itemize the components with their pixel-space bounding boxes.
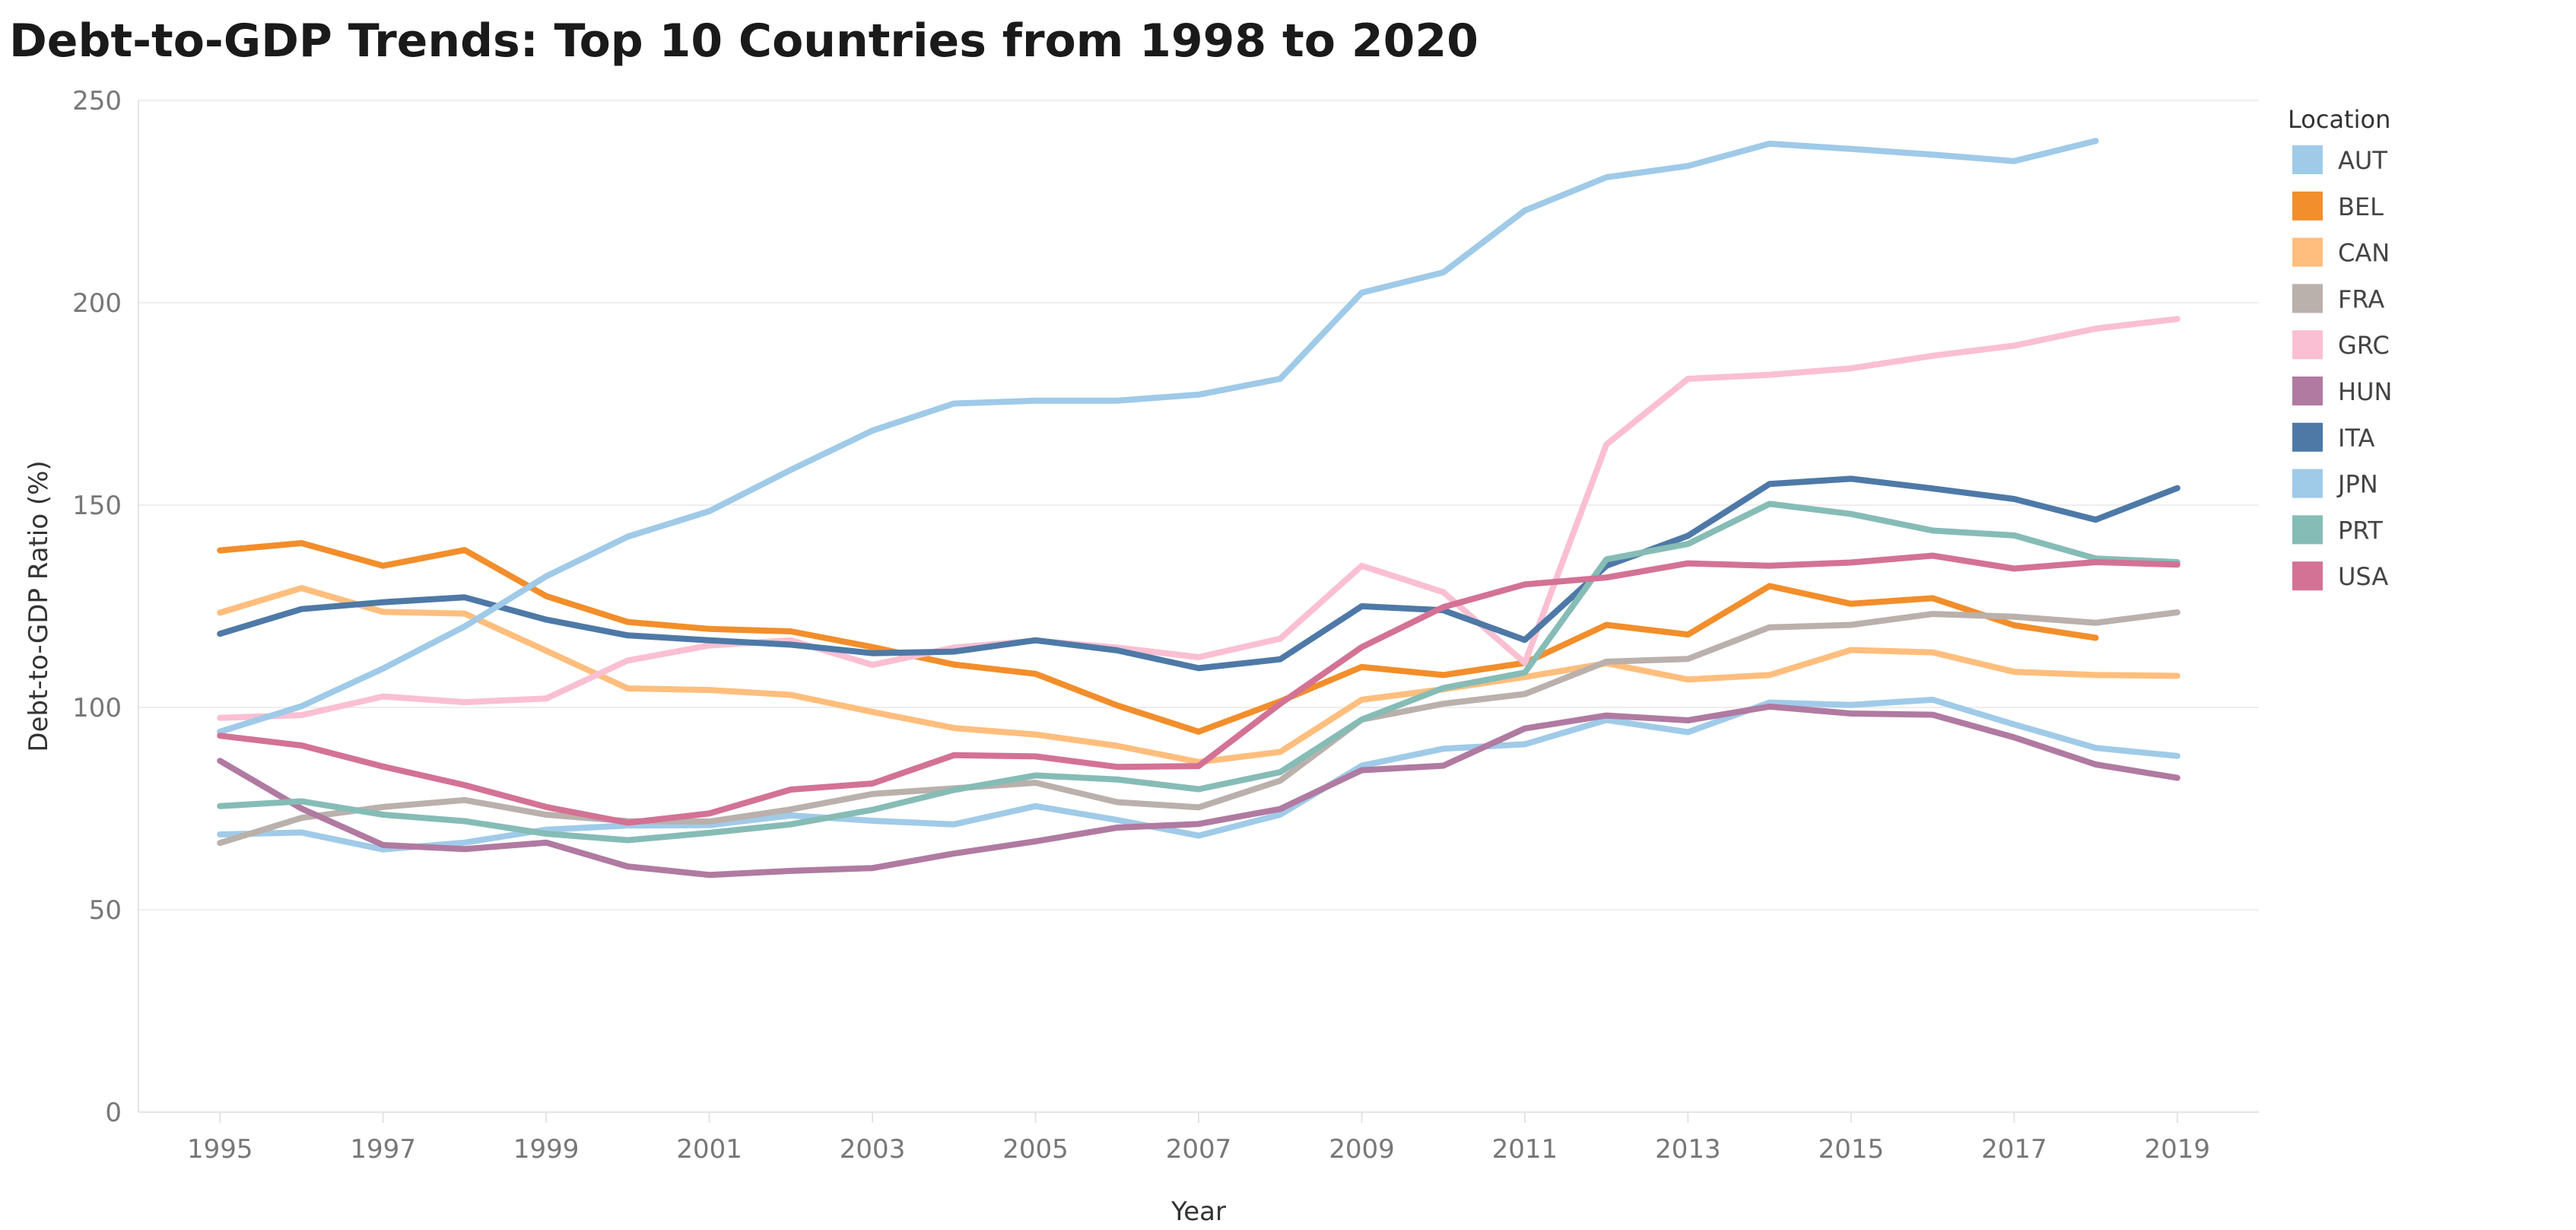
y-tick-label: 150 [72,491,122,521]
y-tick-label: 250 [72,86,122,116]
x-tick-label: 2011 [1492,1134,1558,1165]
y-axis-ticks: 0 50 100 150 200 250 [72,86,122,1128]
y-tick-label: 0 [105,1098,122,1128]
legend-item-can[interactable]: CAN [2292,237,2390,268]
legend-label: AUT [2338,146,2387,175]
legend-item-aut[interactable]: AUT [2292,145,2387,175]
y-tick-label: 50 [89,895,122,926]
series-line-bel [217,540,2099,735]
series-line-prt [217,501,2181,844]
series-line-ita [217,475,2181,672]
legend-label: USA [2338,562,2388,591]
legend-swatch [2292,145,2323,174]
legend-swatch [2292,469,2323,498]
plot-area [217,138,2181,879]
series-line-aut [217,696,2181,853]
x-axis-ticks: 1995 1997 1999 2001 2003 2005 2007 2009 2011 2013… [187,1112,2210,1165]
legend-swatch [2292,377,2323,405]
legend-swatch [2292,237,2323,267]
legend-label: ITA [2338,424,2375,453]
x-tick-label: 2015 [1818,1134,1885,1165]
y-tick-label: 200 [72,288,122,319]
series-line-usa [217,552,2181,826]
series-line-jpn [217,138,2099,735]
legend-item-jpn[interactable]: JPN [2292,469,2378,499]
x-tick-label: 1997 [350,1134,416,1165]
legend-label: CAN [2338,239,2390,268]
axes [138,100,2259,1113]
legend-item-grc[interactable]: GRC [2292,330,2390,360]
series-line-fra [217,609,2181,847]
legend-swatch [2292,284,2323,313]
legend-label: PRT [2338,516,2383,545]
legend-label: GRC [2338,331,2390,360]
x-tick-label: 2005 [1002,1134,1069,1165]
y-axis-title: Debt-to-GDP Ratio (%) [24,460,54,752]
legend-items: AUT BEL CAN FRA GRC HUN ITA JPN PRT USA [2292,145,2392,591]
x-tick-label: 2013 [1655,1134,1721,1165]
gridlines [138,100,2259,911]
legend-item-bel[interactable]: BEL [2292,191,2384,221]
legend: Location AUT BEL CAN FRA GRC HUN ITA JPN PRT USA [2288,105,2392,591]
y-tick-label: 100 [72,693,122,723]
legend-title: Location [2288,105,2390,134]
legend-label: JPN [2336,470,2378,499]
legend-swatch [2292,515,2323,545]
chart-title: Debt-to-GDP Trends: Top 10 Countries fro… [9,14,1479,68]
x-tick-label: 1999 [513,1134,580,1165]
x-axis-title: Year [1170,1197,1226,1227]
x-tick-label: 2017 [1981,1134,2047,1165]
x-tick-label: 2009 [1329,1134,1395,1165]
legend-swatch [2292,191,2323,221]
series-line-hun [217,703,2181,879]
series-line-can [217,585,2181,765]
legend-item-usa[interactable]: USA [2292,561,2388,591]
legend-item-fra[interactable]: FRA [2292,284,2384,313]
legend-label: BEL [2338,192,2384,221]
x-tick-label: 2007 [1166,1134,1232,1165]
legend-swatch [2292,330,2323,360]
legend-item-hun[interactable]: HUN [2292,377,2392,406]
x-tick-label: 2019 [2145,1134,2211,1165]
legend-label: HUN [2338,377,2392,406]
x-tick-label: 2003 [840,1134,906,1165]
x-tick-label: 1995 [187,1134,253,1165]
x-tick-label: 2001 [676,1134,742,1165]
legend-label: FRA [2338,284,2384,313]
legend-swatch [2292,422,2323,452]
legend-swatch [2292,561,2323,591]
legend-item-ita[interactable]: ITA [2292,422,2375,453]
legend-item-prt[interactable]: PRT [2292,515,2383,545]
series-line-grc [217,316,2181,721]
